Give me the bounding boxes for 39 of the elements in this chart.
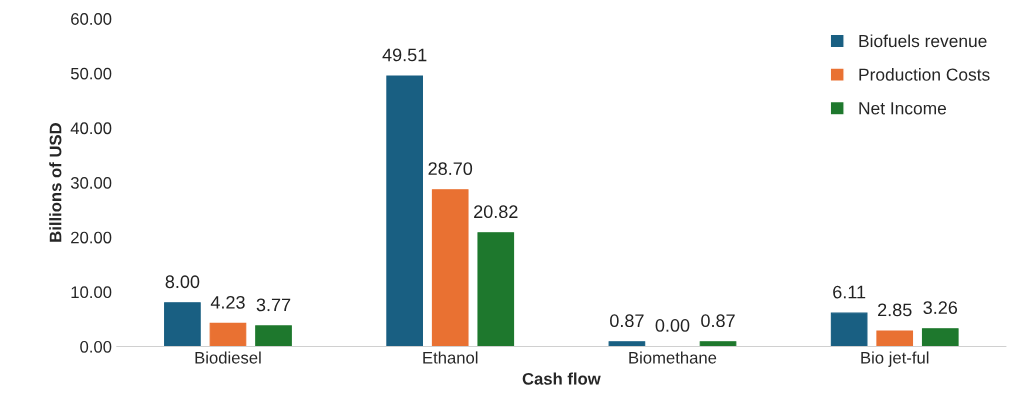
bar <box>255 325 292 347</box>
x-tick-label: Ethanol <box>423 351 478 364</box>
legend-label: Net Income <box>859 102 947 115</box>
data-label: 0.87 <box>701 314 735 328</box>
y-tick-label: 50.00 <box>70 67 112 80</box>
data-label: 4.23 <box>210 295 245 309</box>
legend-label: Biofuels revenue <box>859 34 987 48</box>
x-axis-title: Cash flow <box>522 372 601 385</box>
data-label: 6.11 <box>833 285 866 299</box>
y-axis-title: Billions of USD <box>49 123 62 242</box>
y-tick-label: 10.00 <box>71 286 112 299</box>
bar <box>477 232 515 347</box>
bar <box>699 341 737 347</box>
x-tick-label: Biodiesel <box>195 351 261 364</box>
data-label: 28.70 <box>428 162 473 176</box>
bar <box>921 328 959 347</box>
data-label: 0.00 <box>655 319 690 332</box>
data-label: 3.77 <box>256 298 291 312</box>
y-tick-label: 30.00 <box>70 177 112 189</box>
bar <box>164 302 201 347</box>
y-tick-label: 40.00 <box>70 122 112 135</box>
bar <box>386 75 423 347</box>
data-label: 49.51 <box>382 48 427 62</box>
data-label: 8.00 <box>165 275 200 289</box>
x-tick-label: Biomethane <box>629 351 717 364</box>
bar <box>431 189 469 347</box>
y-tick-label: 60.00 <box>71 13 112 25</box>
bar <box>209 322 247 347</box>
bar <box>830 312 868 347</box>
data-label: 3.26 <box>923 301 958 315</box>
bar <box>608 341 646 347</box>
data-label: 0.87 <box>610 314 644 328</box>
data-label: 2.85 <box>878 303 912 317</box>
legend-label: Production Costs <box>859 68 990 81</box>
bar <box>876 330 914 347</box>
y-tick-label: 0.00 <box>80 340 112 353</box>
data-label: 20.82 <box>474 205 518 219</box>
y-tick-label: 20.00 <box>71 231 112 244</box>
x-tick-label: Bio jet-ful <box>861 351 929 367</box>
